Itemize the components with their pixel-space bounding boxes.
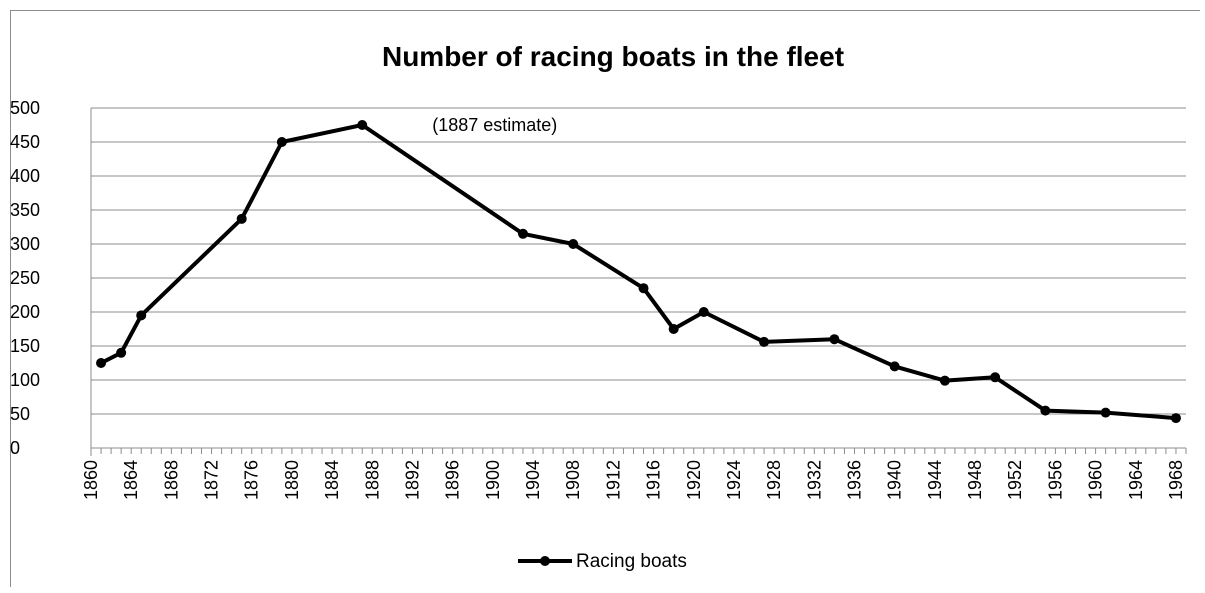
x-tick-label: 1944 [925, 460, 945, 500]
y-tick-label: 400 [10, 166, 40, 186]
y-tick-label: 100 [10, 370, 40, 390]
data-point [568, 239, 579, 249]
x-tick-label: 1916 [644, 460, 664, 500]
x-tick-label: 1892 [402, 460, 422, 500]
x-tick-label: 1860 [81, 460, 101, 500]
data-point [829, 334, 840, 345]
y-tick-label: 350 [10, 200, 40, 220]
y-tick-label: 500 [10, 98, 40, 118]
series-racing-boats [96, 120, 1181, 424]
chart-frame [10, 10, 1200, 587]
series-line [100, 123, 1177, 421]
x-tick-label: 1912 [603, 460, 623, 500]
x-tick-label: 1880 [282, 460, 302, 500]
data-point [236, 213, 247, 224]
x-tick-label: 1948 [965, 460, 985, 500]
data-point [517, 228, 528, 239]
x-tick-label: 1936 [844, 460, 864, 500]
x-tick-label: 1896 [443, 460, 463, 500]
data-point [1100, 407, 1111, 418]
x-tick-label: 1968 [1166, 460, 1186, 500]
x-tick-label: 1872 [202, 460, 222, 500]
x-tick-label: 1864 [121, 460, 141, 500]
y-tick-label: 250 [10, 268, 40, 288]
data-point [96, 358, 107, 368]
y-tick-label: 50 [10, 404, 30, 424]
y-tick-label: 200 [10, 302, 40, 322]
x-tick-label: 1960 [1086, 460, 1106, 500]
data-point [889, 361, 900, 372]
x-tick-label: 1888 [362, 460, 382, 500]
data-point [698, 307, 709, 317]
data-point [1040, 405, 1051, 416]
x-tick-label: 1952 [1005, 460, 1025, 500]
y-tick-label: 450 [10, 132, 40, 152]
gridlines [91, 107, 1186, 449]
x-tick-label: 1924 [724, 460, 744, 500]
legend: Racing boats [518, 551, 687, 572]
x-tick-label: 1928 [764, 460, 784, 500]
data-point [136, 310, 147, 321]
x-tick-label: 1876 [242, 460, 262, 500]
x-tick-label: 1920 [684, 460, 704, 500]
data-point [668, 324, 679, 334]
x-tick-label: 1908 [563, 460, 583, 500]
x-axis: 1860 1864 1868 1872 1876 1880 1884 1888 1892 1896… [81, 108, 1187, 500]
data-point [357, 120, 368, 130]
annotations: (1887 estimate) [432, 115, 557, 135]
chart-title: Number of racing boats in the fleet [382, 41, 844, 72]
x-tick-label: 1940 [885, 460, 905, 500]
data-point [116, 347, 127, 358]
annotation-label: (1887 estimate) [432, 115, 557, 135]
x-tick-label: 1932 [804, 460, 824, 500]
legend-marker-icon [540, 556, 550, 566]
x-tick-label: 1900 [483, 460, 503, 500]
x-tick-label: 1964 [1126, 460, 1146, 500]
data-point [276, 137, 287, 147]
y-axis-ticks: 0 50 100 150 200 250 300 350 400 450 500 [10, 98, 40, 458]
data-point [1170, 413, 1181, 424]
y-tick-label: 300 [10, 234, 40, 254]
x-tick-label: 1956 [1045, 460, 1065, 500]
data-point [990, 372, 1001, 383]
data-point [939, 375, 950, 386]
legend-label: Racing boats [576, 551, 687, 572]
y-tick-label: 0 [10, 438, 20, 458]
x-tick-label: 1868 [161, 460, 181, 500]
data-point [759, 336, 770, 347]
y-tick-label: 150 [10, 336, 40, 356]
data-point [638, 283, 649, 294]
x-tick-label: 1884 [322, 460, 342, 500]
x-tick-label: 1904 [523, 460, 543, 500]
